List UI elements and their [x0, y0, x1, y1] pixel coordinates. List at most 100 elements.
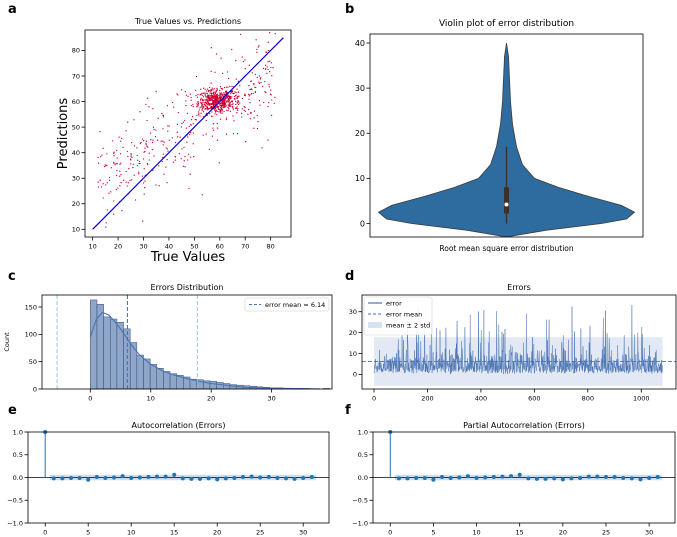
scatter-point [233, 120, 235, 122]
scatter-point [208, 148, 211, 151]
stem-marker [215, 477, 220, 482]
scatter-point [221, 112, 223, 114]
scatter-point [232, 90, 234, 92]
scatter-point [218, 94, 221, 96]
stem-marker [405, 476, 410, 481]
scatter-point [211, 95, 214, 97]
scatter-point [202, 96, 204, 98]
scatter-point [172, 161, 174, 163]
stem-marker [309, 475, 314, 480]
scatter-point [186, 141, 188, 143]
scatter-point [235, 95, 237, 97]
scatter-point [211, 98, 214, 100]
legend-label: error mean [386, 311, 422, 319]
scatter-point [163, 141, 165, 143]
stem-marker [69, 475, 73, 480]
legend-label: error mean = 6.14 [265, 301, 325, 309]
scatter-point [221, 92, 223, 94]
scatter-point [231, 104, 233, 106]
scatter-point [168, 139, 170, 141]
scatter-point [258, 75, 261, 77]
scatter-point [181, 148, 183, 150]
scatter-point [192, 132, 194, 134]
scatter-point [146, 162, 149, 165]
chart-title: Partial Autocorrelation (Errors) [463, 421, 585, 430]
scatter-point [215, 99, 217, 101]
scatter-point [223, 102, 225, 104]
scatter-point [162, 153, 165, 155]
scatter-point [214, 93, 217, 95]
scatter-point [229, 102, 231, 105]
scatter-point [206, 106, 208, 108]
scatter-point [270, 62, 273, 64]
scatter-ytick-label: 10 [72, 226, 80, 234]
scatter-point [219, 89, 221, 92]
scatter-point [214, 107, 216, 110]
scatter-point [223, 110, 225, 113]
scatter-point [198, 109, 200, 111]
scatter-point [230, 91, 232, 93]
scatter-point [106, 182, 108, 184]
scatter-point [211, 87, 213, 89]
scatter-point [244, 93, 246, 95]
scatter-point [184, 166, 186, 168]
stem-marker [266, 475, 271, 480]
kde-curve [89, 311, 320, 390]
scatter-point [156, 139, 159, 141]
scatter-point [258, 82, 261, 84]
scatter-point [102, 183, 104, 185]
chart-title: Errors Distribution [151, 283, 224, 292]
scatter-point [216, 98, 219, 100]
scatter-point [250, 80, 253, 82]
scatter-point [220, 106, 223, 108]
scatter-point [256, 48, 258, 51]
stem-marker [112, 475, 116, 480]
scatter-point [216, 122, 218, 125]
panel-label: e [8, 403, 17, 418]
scatter-point [212, 123, 215, 125]
scatter-point [180, 158, 182, 160]
stem-marker [552, 476, 557, 481]
stem-marker [586, 474, 591, 479]
scatter-point [236, 101, 238, 103]
scatter-point [262, 67, 265, 70]
scatter-point [132, 166, 134, 169]
scatter-point [235, 91, 237, 94]
stem-marker [249, 474, 254, 479]
scatter-point [113, 161, 115, 163]
scatter-point [97, 156, 99, 159]
scatter-point [113, 155, 115, 157]
scatter-point [160, 140, 162, 142]
scatter-point [208, 96, 211, 99]
scatter-point [223, 92, 225, 94]
scatter-point [123, 179, 125, 181]
scatter-point [146, 119, 148, 122]
scatter-point [232, 115, 234, 117]
scatter-point [110, 191, 112, 193]
scatter-point [203, 87, 205, 89]
scatter-point [140, 141, 142, 144]
scatter-point [267, 41, 269, 43]
errors-xtick-label: 800 [582, 395, 594, 403]
scatter-point [267, 61, 269, 63]
stem-marker [526, 476, 531, 481]
scatter-point [254, 91, 257, 93]
scatter-point [214, 102, 216, 104]
violin-iqr-box [504, 187, 509, 214]
scatter-point [218, 111, 220, 113]
scatter-point [188, 125, 190, 128]
scatter-point [133, 174, 135, 176]
scatter-ytick-label: 50 [72, 123, 80, 131]
legend-box [244, 297, 330, 312]
scatter-point [239, 102, 241, 104]
histogram-bar [216, 382, 224, 390]
scatter-point [249, 102, 251, 104]
y-axis-label: Predictions [56, 98, 71, 170]
scatter-point [167, 150, 169, 152]
stem-ytick-label: 0.5 [13, 451, 23, 459]
scatter-point [209, 98, 211, 100]
scatter-point [224, 105, 226, 107]
stem-marker [396, 476, 401, 481]
scatter-point [258, 45, 260, 47]
scatter-point [113, 162, 115, 165]
